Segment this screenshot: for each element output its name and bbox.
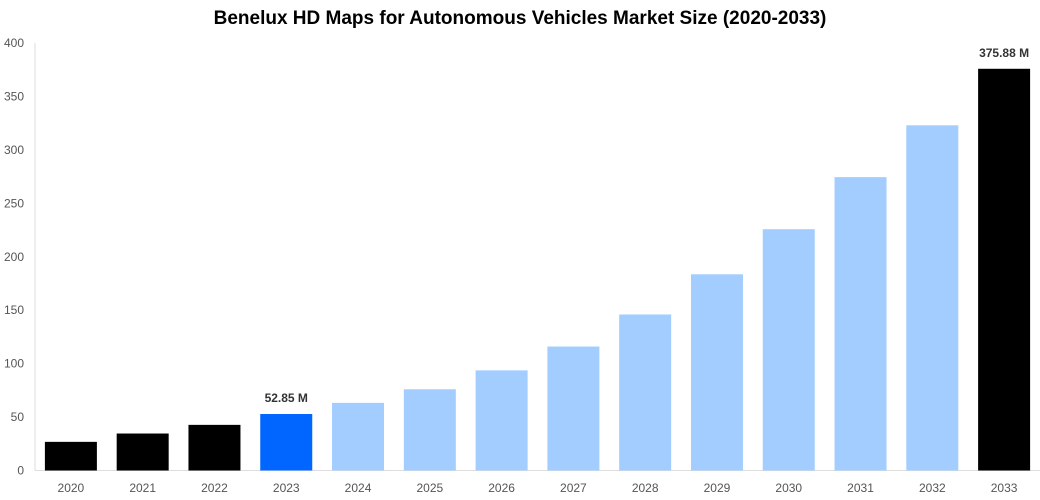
x-tick-label: 2027 <box>560 481 587 495</box>
y-tick-label: 100 <box>4 357 24 371</box>
data-label: 375.88 M <box>979 46 1029 60</box>
bar-2025 <box>403 389 456 471</box>
x-tick-label: 2025 <box>416 481 443 495</box>
y-tick-label: 200 <box>4 250 24 264</box>
bar-2027 <box>547 346 600 471</box>
bar-2030 <box>762 229 815 471</box>
y-tick-label: 150 <box>4 303 24 317</box>
x-tick-label: 2032 <box>919 481 946 495</box>
x-tick-label: 2028 <box>632 481 659 495</box>
x-tick-label: 2021 <box>129 481 156 495</box>
bar-2029 <box>690 274 743 471</box>
bar-2032 <box>906 125 959 471</box>
x-tick-label: 2033 <box>991 481 1018 495</box>
bar-2024 <box>332 402 385 471</box>
bar-2033 <box>978 68 1031 471</box>
y-tick-label: 300 <box>4 143 24 157</box>
bar-2021 <box>116 433 169 471</box>
y-tick-label: 400 <box>4 36 24 50</box>
x-tick-label: 2026 <box>488 481 515 495</box>
bar-2028 <box>619 314 672 471</box>
x-tick-label: 2023 <box>273 481 300 495</box>
bar-2020 <box>44 441 97 471</box>
bar-2031 <box>834 177 887 471</box>
x-tick-label: 2024 <box>345 481 372 495</box>
x-tick-label: 2029 <box>704 481 731 495</box>
chart-title: Benelux HD Maps for Autonomous Vehicles … <box>213 8 827 29</box>
data-label: 52.85 M <box>265 391 308 405</box>
y-tick-label: 250 <box>4 196 24 210</box>
bar-2023 <box>260 414 313 471</box>
x-tick-label: 2030 <box>775 481 802 495</box>
x-tick-label: 2020 <box>58 481 85 495</box>
y-tick-label: 350 <box>4 89 24 103</box>
bar-2022 <box>188 424 241 471</box>
y-tick-label: 0 <box>17 464 24 478</box>
x-tick-label: 2031 <box>847 481 874 495</box>
y-tick-label: 50 <box>11 410 25 424</box>
x-tick-label: 2022 <box>201 481 228 495</box>
bar-2026 <box>475 370 528 471</box>
